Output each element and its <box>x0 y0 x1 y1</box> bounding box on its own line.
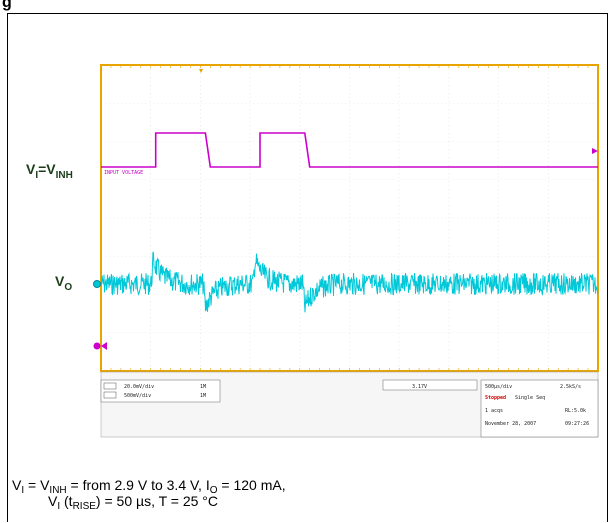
caption-line-2: VI (tRISE) = 50 µs, T = 25 °C <box>48 494 218 514</box>
ch1-coupling: 1M <box>200 384 206 390</box>
acquisition-count: 1 acqs <box>485 408 503 414</box>
vi-ground-marker-icon <box>94 343 101 350</box>
vi-channel-label: VI=VINH <box>26 161 73 181</box>
vo-marker-icon <box>94 281 101 288</box>
timebase: 500µs/div <box>485 384 512 390</box>
ch2-coupling: 1M <box>200 393 206 399</box>
scope-grid <box>101 65 598 371</box>
trace-annotation: INPUT VOLTAGE <box>104 170 143 176</box>
trigger-readout-box <box>383 380 477 390</box>
vo-trace <box>101 252 598 312</box>
capture-time: 09:27:26 <box>565 421 589 427</box>
trigger-position-icon <box>199 69 203 73</box>
trigger-level: 3.17V <box>412 384 427 390</box>
acquisition-mode: Single Seq <box>515 395 545 401</box>
record-length: RL:5.0k <box>565 408 586 414</box>
vo-channel-label: VO <box>55 273 72 293</box>
ch1-scale: 20.0mV/div <box>124 384 154 390</box>
ch2-scale: 500mV/div <box>124 393 151 399</box>
capture-date: November 28, 2007 <box>485 421 536 427</box>
sample-rate: 2.5kS/s <box>560 384 581 390</box>
acquisition-status: Stopped <box>485 395 506 401</box>
